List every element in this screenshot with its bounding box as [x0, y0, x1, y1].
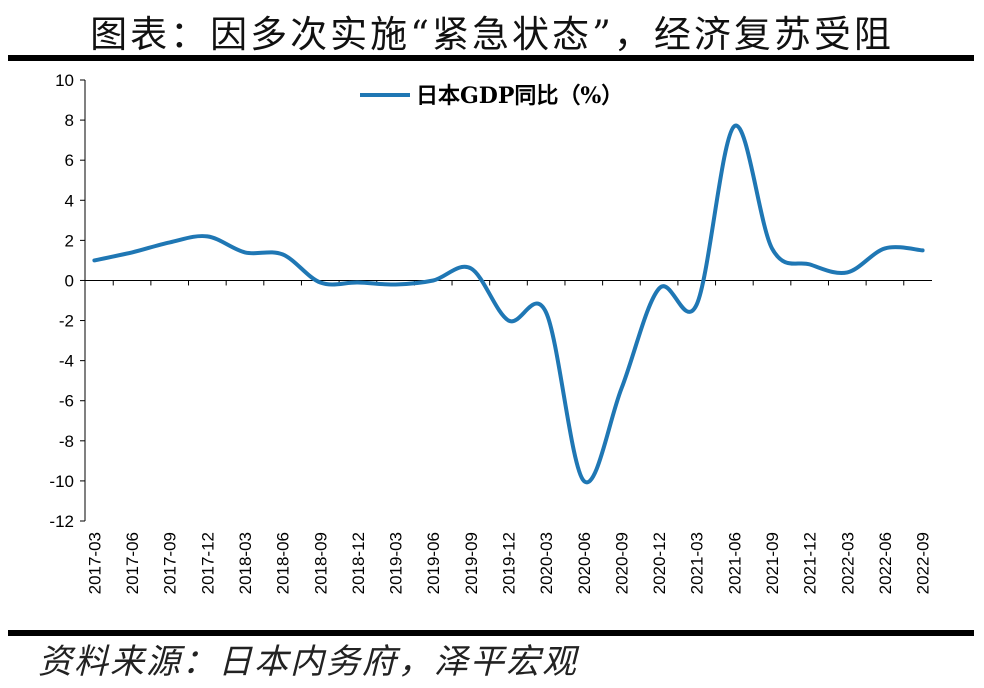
source-note: 资料来源：日本内务府，泽平宏观 [38, 642, 578, 682]
y-tick-label: -6 [59, 392, 74, 411]
x-tick-label: 2021-09 [763, 532, 782, 594]
y-tick-label: 4 [65, 191, 74, 210]
x-tick-label: 2019-09 [462, 532, 481, 594]
y-tick-label: -4 [59, 352, 74, 371]
x-tick-label: 2020-12 [650, 532, 669, 594]
y-tick-label: -8 [59, 432, 74, 451]
x-tick-label: 2019-03 [387, 532, 406, 594]
y-tick-label: -10 [49, 472, 74, 491]
x-tick-label: 2017-12 [198, 532, 217, 594]
x-tick-label: 2022-06 [876, 532, 895, 594]
x-tick-label: 2018-06 [274, 532, 293, 594]
chart-title: 图表：因多次实施“紧急状态”，经济复苏受阻 [90, 13, 894, 56]
series-line [92, 123, 925, 485]
bottom-rule [8, 630, 974, 636]
x-tick-label: 2018-03 [236, 532, 255, 594]
y-tick-label: 0 [65, 271, 74, 290]
legend-label: 日本GDP同比（%） [416, 83, 623, 109]
y-tick-label: 6 [65, 151, 74, 170]
x-tick-label: 2017-06 [123, 532, 142, 594]
x-tick-label: 2017-03 [85, 532, 104, 594]
y-ticks: 10 8 6 4 2 0 -2 -4 -6 -8 -10 -12 [49, 71, 85, 531]
x-tick-label: 2020-09 [612, 532, 631, 594]
y-tick-label: 10 [55, 71, 74, 90]
top-rule [8, 55, 974, 61]
x-tick-label: 2020-03 [537, 532, 556, 594]
x-tick-label: 2018-09 [311, 532, 330, 594]
x-tick-label: 2021-12 [801, 532, 820, 594]
legend: 日本GDP同比（%） [360, 83, 623, 109]
y-tick-label: 8 [65, 111, 74, 130]
x-tick-label: 2019-12 [500, 532, 519, 594]
x-tick-label: 2021-06 [725, 532, 744, 594]
y-tick-label: -2 [59, 312, 74, 331]
x-tick-label: 2018-12 [349, 532, 368, 594]
x-tick-label: 2022-09 [914, 532, 933, 594]
x-tick-label: 2017-09 [161, 532, 180, 594]
x-tick-label: 2020-06 [575, 532, 594, 594]
y-tick-label: -12 [49, 512, 74, 531]
x-tick-label: 2019-06 [424, 532, 443, 594]
x-tick-label: 2022-03 [838, 532, 857, 594]
x-ticks: 2017-03 2017-06 2017-09 2017-12 2018-03 2018-… [85, 280, 933, 594]
y-tick-label: 2 [65, 231, 74, 250]
x-tick-label: 2021-03 [688, 532, 707, 594]
